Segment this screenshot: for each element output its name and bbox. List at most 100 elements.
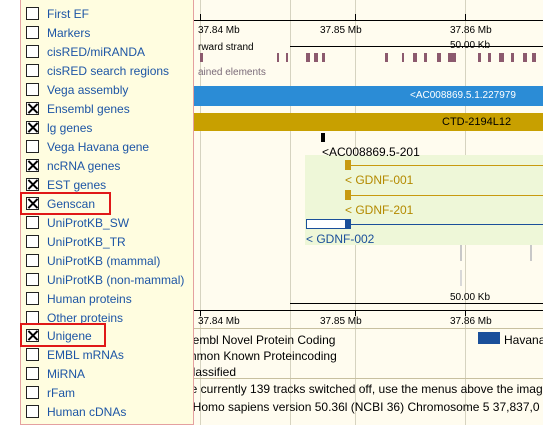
menu-item-ensembl-genes[interactable]: Ensembl genes: [26, 99, 194, 118]
bottom-ruler-line: [180, 310, 543, 311]
menu-item-human-proteins[interactable]: Human proteins: [26, 289, 194, 308]
checkbox[interactable]: [26, 386, 39, 399]
checkbox[interactable]: [26, 64, 39, 77]
checkbox[interactable]: [26, 26, 39, 39]
gdnf-201-label[interactable]: < GDNF-201: [345, 203, 414, 217]
checkbox[interactable]: [26, 311, 39, 324]
scale-bar-bottom: [290, 303, 543, 304]
gdnf-001-exon[interactable]: [345, 160, 351, 170]
gdnf-002-label[interactable]: < GDNF-002: [306, 232, 375, 246]
ruler-tick: [465, 14, 466, 20]
menu-item-vega-assembly[interactable]: Vega assembly: [26, 80, 194, 99]
checkbox-checked[interactable]: [26, 102, 39, 115]
legend-known: ommon Known Proteincoding: [180, 349, 337, 363]
checkbox[interactable]: [26, 405, 39, 418]
gdnf-201-exon[interactable]: [345, 190, 351, 200]
track-mark: [530, 245, 532, 261]
constrained-mark: [488, 53, 491, 62]
menu-item-vega-havana-gene[interactable]: Vega Havana gene: [26, 137, 194, 156]
menu-item-uniprotkb-mammal[interactable]: UniProtKB (mammal): [26, 251, 194, 270]
menu-item-ig-genes[interactable]: lg genes: [26, 118, 194, 137]
menu-item-label: Markers: [47, 25, 91, 40]
checkbox[interactable]: [26, 235, 39, 248]
gdnf-002-exon[interactable]: [345, 219, 351, 229]
top-ruler-line: [180, 20, 543, 21]
ruler-tick: [200, 310, 201, 316]
tick-label-top-2: 37.85 Mb: [320, 25, 362, 36]
clone-track[interactable]: [180, 113, 543, 131]
checkbox[interactable]: [26, 292, 39, 305]
checkbox[interactable]: [26, 254, 39, 267]
constrained-mark: [314, 53, 318, 62]
menu-item-label: Vega assembly: [47, 82, 129, 97]
menu-item-label: UniProtKB_TR: [47, 234, 126, 249]
checkbox[interactable]: [26, 140, 39, 153]
menu-item-label: Ensembl genes: [47, 101, 130, 116]
menu-item-human-cdnas[interactable]: Human cDNAs: [26, 402, 194, 421]
checkbox-checked[interactable]: [26, 178, 39, 191]
checkbox[interactable]: [26, 367, 39, 380]
checkbox[interactable]: [26, 83, 39, 96]
checkbox-checked[interactable]: [26, 197, 39, 210]
transcript-label[interactable]: <AC008869.5-201: [322, 145, 420, 159]
menu-item-other-proteins[interactable]: Other proteins: [26, 308, 194, 327]
checkbox[interactable]: [26, 273, 39, 286]
constrained-mark: [385, 53, 388, 62]
gdnf-001-label[interactable]: < GDNF-001: [345, 173, 414, 187]
grid-line: [200, 0, 201, 425]
menu-item-cisred-miranda[interactable]: cisRED/miRANDA: [26, 42, 194, 61]
menu-item-label: ncRNA genes: [47, 158, 121, 173]
menu-item-label: Human proteins: [47, 291, 132, 306]
legend-havana-swatch: [478, 332, 500, 344]
menu-item-label: EMBL mRNAs: [47, 347, 124, 362]
checkbox[interactable]: [26, 7, 39, 20]
menu-item-mirna[interactable]: MiRNA: [26, 364, 194, 383]
menu-item-label: Human cDNAs: [47, 404, 127, 419]
checkbox-checked[interactable]: [26, 329, 39, 342]
menu-item-embl-mrnas[interactable]: EMBL mRNAs: [26, 345, 194, 364]
menu-item-cisred-search-regions[interactable]: cisRED search regions: [26, 61, 194, 80]
track-mark: [460, 245, 462, 261]
menu-item-label: Genscan: [47, 196, 96, 211]
checkbox-checked[interactable]: [26, 121, 39, 134]
checkbox-checked[interactable]: [26, 159, 39, 172]
constrained-mark: [413, 53, 417, 62]
scale-label-top: 50.00 Kb: [450, 40, 491, 51]
menu-item-genscan[interactable]: Genscan: [26, 194, 194, 213]
tick-label-bottom-2: 37.85 Mb: [320, 316, 362, 327]
scale-label-bottom: 50.00 Kb: [450, 292, 491, 303]
menu-item-first-ef[interactable]: First EF: [26, 4, 194, 23]
ruler-tick: [355, 14, 356, 20]
legend-divider: [180, 328, 543, 329]
tick-label-bottom-1: 37.84 Mb: [198, 316, 240, 327]
menu-item-label: cisRED/miRANDA: [47, 44, 146, 59]
contig-track[interactable]: [180, 86, 543, 106]
menu-item-label: lg genes: [47, 120, 93, 135]
menu-item-uniprotkb-tr[interactable]: UniProtKB_TR: [26, 232, 194, 251]
footer-divider: [180, 378, 543, 379]
tick-label-top-3: 37.86 Mb: [450, 25, 492, 36]
legend-novel: nsembl Novel Protein Coding: [180, 333, 336, 347]
genome-view[interactable]: 37.84 Mb 37.85 Mb 37.86 Mb rward strand …: [180, 0, 543, 425]
tick-label-top-1: 37.84 Mb: [198, 25, 240, 36]
menu-item-label: EST genes: [47, 177, 107, 192]
menu-item-uniprotkb-non-mammal[interactable]: UniProtKB (non-mammal): [26, 270, 194, 289]
menu-item-label: UniProtKB (mammal): [47, 253, 161, 268]
menu-item-rfam[interactable]: rFam: [26, 383, 194, 402]
checkbox[interactable]: [26, 348, 39, 361]
constrained-mark: [523, 53, 527, 62]
menu-item-uniprotkb-sw[interactable]: UniProtKB_SW: [26, 213, 194, 232]
checkbox[interactable]: [26, 216, 39, 229]
menu-item-ncrna-genes[interactable]: ncRNA genes: [26, 156, 194, 175]
transcript-mark[interactable]: [321, 133, 325, 142]
gdnf-201-intron: [351, 195, 543, 196]
menu-item-markers[interactable]: Markers: [26, 23, 194, 42]
checkbox[interactable]: [26, 45, 39, 58]
menu-item-label: rFam: [47, 385, 75, 400]
menu-item-label: Unigene: [47, 328, 92, 343]
ruler-tick: [200, 14, 201, 20]
menu-item-est-genes[interactable]: EST genes: [26, 175, 194, 194]
menu-item-unigene[interactable]: Unigene: [26, 326, 194, 345]
gdnf-002-utr[interactable]: [306, 219, 346, 229]
constrained-mark: [499, 53, 504, 62]
